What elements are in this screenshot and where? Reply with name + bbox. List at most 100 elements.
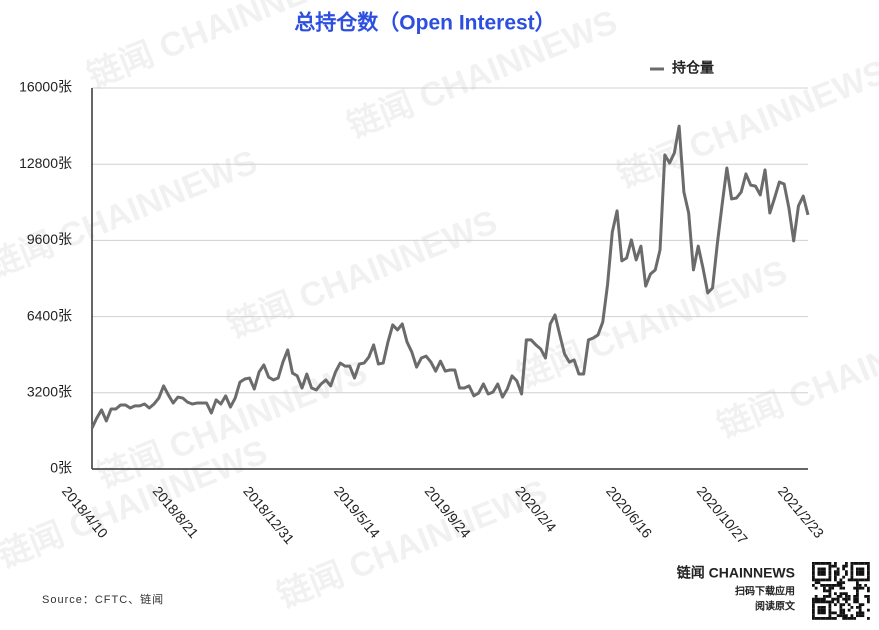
qr-cell [825,617,829,620]
qr-cell [845,600,848,604]
qr-cell [812,584,815,587]
qr-cell [812,614,815,618]
qr-cell [845,562,848,565]
qr-cell [845,597,848,601]
qr-cell [858,611,862,615]
qr-cell [845,570,848,574]
qr-cell [828,578,832,582]
qr-cell [828,562,832,565]
watermarks: 链闻 CHAINNEWS 链闻 CHAINNEWS 链闻 CHAINNEWS 链… [0,0,879,616]
qr-cell [814,578,818,582]
qr-cell [836,573,840,576]
qr-cell [856,562,859,565]
qr-cell [858,570,862,574]
qr-cell [856,614,859,618]
qr-cell [820,617,824,620]
qr-cell [834,570,837,574]
qr-cell [812,573,815,576]
qr-cell [856,589,859,593]
qr-cell [828,567,832,571]
watermark: 链闻 CHAINNEWS [512,253,792,396]
qr-cell [820,570,824,574]
qr-cell [856,595,859,598]
qr-cell [817,573,821,576]
watermark: 链闻 CHAINNEWS [222,203,502,346]
qr-cell [847,608,851,612]
qr-cell [858,578,862,582]
qr-cell [828,573,832,576]
qr-cell [864,578,868,582]
qr-cell [853,578,857,582]
qr-cell [861,573,865,576]
qr-cell [858,573,862,576]
qr-cell [845,564,848,568]
x-tick-label: 2018/12/31 [240,483,297,547]
x-tick-label: 2019/5/14 [331,483,383,541]
qr-cell [861,578,865,582]
qr-cell [839,584,843,587]
qr-cell [823,562,826,565]
qr-cell [820,584,824,587]
qr-cell [812,562,815,565]
qr-cell [834,575,837,579]
qr-cell [836,567,840,571]
qr-cell [858,586,862,590]
qr-cell [820,578,824,582]
qr-cell [842,614,846,618]
qr-cell [839,595,843,598]
qr-cell [825,562,829,565]
qr-cell [834,597,837,601]
qr-cell [812,600,815,604]
qr-cell [817,608,821,612]
qr-cell [856,606,859,609]
qr-cell [834,617,837,620]
qr-cell [839,581,843,585]
qr-cell [834,611,837,615]
qr-cell [831,597,835,601]
qr-cell [836,600,840,604]
qr-cell [839,578,843,582]
qr-cell [820,573,824,576]
y-tick-label: 3200张 [27,384,72,400]
qr-cell [812,608,815,612]
qr-cell [867,578,870,582]
qr-cell [831,564,835,568]
qr-cell [823,578,826,582]
qr-cell [845,573,848,576]
x-tick-label: 2020/6/16 [603,483,655,541]
qr-cell [850,578,854,582]
qr-cell [814,597,818,601]
qr-cell [817,597,821,601]
qr-cell [856,581,859,585]
qr-cell [814,617,818,620]
qr-cell [836,597,840,601]
qr-cell [850,570,854,574]
qr-cell [836,581,840,585]
qr-cell [858,584,862,587]
qr-cell [834,592,837,596]
qr-cell [828,611,832,615]
y-tick-label: 16000张 [19,79,72,95]
qr-cell [812,603,815,607]
qr-cell [820,611,824,615]
qr-cell [850,564,854,568]
qr-cell [828,584,832,587]
qr-cell [842,586,846,590]
qr-cell [867,575,870,579]
qr-cell [845,614,848,618]
qr-cell [861,567,865,571]
qr-cell [820,597,824,601]
qr-cell [839,608,843,612]
qr-cell [839,611,843,615]
qr-cell [847,617,851,620]
qr-cell [823,597,826,601]
x-tick-label: 2021/2/23 [775,483,827,541]
qr-cell [850,617,854,620]
qr-cell [825,595,829,598]
y-tick-label: 0张 [50,460,72,476]
brand-line: 阅读原文 [755,600,796,613]
qr-cell [825,584,829,587]
qr-cell [842,567,846,571]
qr-cell [867,564,870,568]
qr-cell [853,562,857,565]
